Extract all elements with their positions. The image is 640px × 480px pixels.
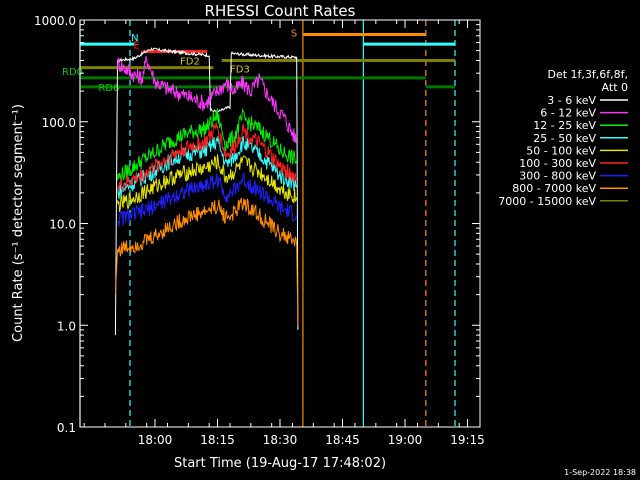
y-tick-label: 1000.0 xyxy=(34,14,76,28)
legend-entry-label: 3 - 6 keV xyxy=(547,94,596,107)
x-tick-label: 19:15 xyxy=(450,433,485,447)
legend-entry-label: 300 - 800 keV xyxy=(519,170,596,183)
y-axis-label: Count Rate (s⁻¹ detector segment⁻¹) xyxy=(11,104,26,342)
y-tick-label: 0.1 xyxy=(57,421,76,435)
flag-label-fd2: FD2 xyxy=(180,57,200,68)
series-line-2 xyxy=(117,108,298,183)
x-axis-ticks: 18:00 18:15 18:30 18:45 19:00 19:15 xyxy=(83,20,485,447)
legend-entry-label: 7000 - 15000 keV xyxy=(498,195,596,208)
footer-date: 1-Sep-2022 18:38 xyxy=(564,468,636,477)
chart-title: RHESSI Count Rates xyxy=(205,2,356,20)
x-tick-label: 18:30 xyxy=(263,433,298,447)
y-tick-label: 1.0 xyxy=(57,319,76,333)
series-line-1 xyxy=(117,55,298,144)
legend-entry-label: 6 - 12 keV xyxy=(540,107,596,120)
x-tick-label: 19:00 xyxy=(388,433,423,447)
x-tick-label: 18:00 xyxy=(138,433,173,447)
legend-entry-label: 800 - 7000 keV xyxy=(512,182,596,195)
y-axis-ticks: 0.1 1.0 10.0 100.0 1000.0 xyxy=(34,14,480,435)
series-line-0 xyxy=(114,47,299,336)
legend-entry-label: 50 - 100 keV xyxy=(526,144,596,157)
flag-label-fd3: FD3 xyxy=(230,64,250,75)
x-axis-label: Start Time (19-Aug-17 17:48:02) xyxy=(174,456,386,471)
flag-label-e: E xyxy=(134,41,140,52)
series-line-6 xyxy=(117,171,298,227)
flag-label-s: S xyxy=(291,29,297,40)
y-tick-label: 100.0 xyxy=(42,116,76,130)
flag-label-rd6: RD6 xyxy=(98,83,119,94)
legend-entry-label: 100 - 300 keV xyxy=(519,157,596,170)
series-line-4 xyxy=(117,154,298,213)
y-tick-label: 10.0 xyxy=(49,218,76,232)
series-line-5 xyxy=(117,122,298,194)
flag-label-n: N xyxy=(131,33,138,44)
plot-frame xyxy=(79,19,481,428)
x-tick-label: 18:45 xyxy=(325,433,360,447)
legend-title-line1: Det 1f,3f,6f,8f, xyxy=(547,68,628,81)
series-line-7 xyxy=(114,197,299,326)
legend-entry-label: 25 - 50 keV xyxy=(533,132,596,145)
flag-label-rd0: RD0 xyxy=(62,67,83,78)
legend-entry-label: 12 - 25 keV xyxy=(533,119,596,132)
x-tick-label: 18:15 xyxy=(200,433,235,447)
legend-title-line2: Att 0 xyxy=(602,81,628,94)
series-lines xyxy=(114,47,299,336)
